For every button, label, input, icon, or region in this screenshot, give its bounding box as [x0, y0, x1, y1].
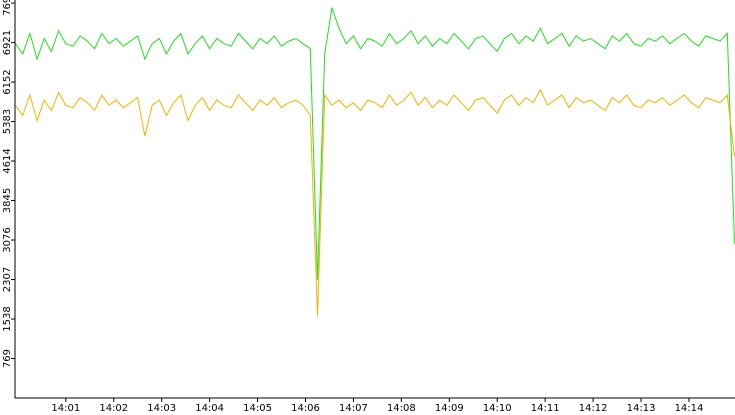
y-tick-label: 6152 — [2, 69, 13, 94]
x-tick-label: 14:03 — [147, 403, 176, 414]
series-line — [15, 88, 735, 316]
x-tick-label: 14:08 — [387, 403, 416, 414]
x-tick-label: 14:05 — [243, 403, 272, 414]
y-tick-label: 769 — [2, 349, 13, 368]
y-tick-label: 2307 — [2, 267, 13, 292]
y-tick-label: 6921 — [2, 30, 13, 55]
x-tick-label: 14:13 — [627, 403, 656, 414]
y-tick-label: 7690 — [2, 0, 13, 16]
x-tick-label: 14:07 — [339, 403, 368, 414]
x-tick-label: 14:04 — [195, 403, 224, 414]
x-tick-label: 14:12 — [579, 403, 608, 414]
x-tick-label: 14:02 — [99, 403, 128, 414]
x-tick-label: 14:06 — [291, 403, 320, 414]
y-tick-label: 5383 — [2, 109, 13, 134]
y-tick-label: 3076 — [2, 227, 13, 252]
x-tick-label: 14:11 — [531, 403, 560, 414]
y-tick-label: 4614 — [2, 148, 13, 173]
series-line — [15, 7, 735, 280]
x-tick-label: 14:10 — [483, 403, 512, 414]
x-tick-label: 14:09 — [435, 403, 464, 414]
x-tick-label: 14:01 — [51, 403, 80, 414]
y-tick-label: 3845 — [2, 188, 13, 213]
x-tick-label: 14:14 — [675, 403, 704, 414]
y-tick-label: 1538 — [2, 306, 13, 331]
